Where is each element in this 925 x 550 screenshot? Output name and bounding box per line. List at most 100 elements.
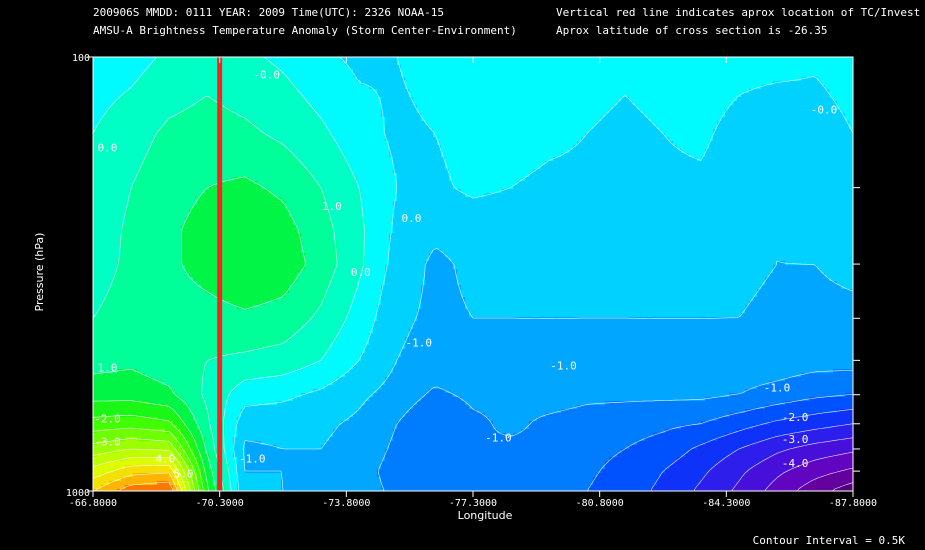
field-cell xyxy=(357,69,361,73)
field-cell xyxy=(361,89,365,93)
field-cell xyxy=(553,141,557,145)
field-cell xyxy=(617,65,621,69)
field-cell xyxy=(261,61,265,65)
field-cell xyxy=(533,81,537,85)
field-cell xyxy=(353,137,357,141)
field-cell xyxy=(621,141,625,145)
field-cell xyxy=(729,81,733,85)
field-cell xyxy=(573,121,577,125)
field-cell xyxy=(741,105,745,109)
field-cell xyxy=(285,65,289,69)
field-cell xyxy=(561,89,565,93)
field-cell xyxy=(533,121,537,125)
field-cell xyxy=(677,157,681,161)
field-cell xyxy=(729,129,733,133)
field-cell xyxy=(577,97,581,101)
field-cell xyxy=(785,145,789,149)
field-cell xyxy=(441,81,445,85)
field-cell xyxy=(289,113,293,117)
field-cell xyxy=(301,125,305,129)
field-cell xyxy=(657,85,661,89)
field-cell xyxy=(721,105,725,109)
field-cell xyxy=(361,73,365,77)
field-cell xyxy=(445,77,449,81)
field-cell xyxy=(213,109,217,113)
field-cell xyxy=(101,97,105,101)
field-cell xyxy=(849,77,853,81)
field-cell xyxy=(685,137,689,141)
field-cell xyxy=(353,153,357,157)
field-cell xyxy=(429,117,433,121)
field-cell xyxy=(625,105,629,109)
field-cell xyxy=(137,65,141,69)
field-cell xyxy=(365,109,369,113)
field-cell xyxy=(745,85,749,89)
field-cell xyxy=(521,137,525,141)
field-cell xyxy=(241,149,245,153)
field-cell xyxy=(553,89,557,93)
field-cell xyxy=(429,141,433,145)
field-cell xyxy=(465,85,469,89)
field-cell xyxy=(293,89,297,93)
field-cell xyxy=(325,61,329,65)
field-cell xyxy=(477,157,481,161)
field-cell xyxy=(793,57,797,61)
field-cell xyxy=(309,141,313,145)
field-cell xyxy=(837,157,841,161)
field-cell xyxy=(273,113,277,117)
field-cell xyxy=(685,149,689,153)
field-cell xyxy=(457,133,461,137)
field-cell xyxy=(133,113,137,117)
field-cell xyxy=(365,93,369,97)
field-cell xyxy=(213,125,217,129)
field-cell xyxy=(637,93,641,97)
field-cell xyxy=(545,77,549,81)
field-cell xyxy=(241,89,245,93)
field-cell xyxy=(761,133,765,137)
field-cell xyxy=(693,109,697,113)
field-cell xyxy=(469,57,473,61)
field-cell xyxy=(397,153,401,157)
field-cell xyxy=(541,113,545,117)
field-cell xyxy=(185,113,189,117)
field-cell xyxy=(797,85,801,89)
field-cell xyxy=(321,109,325,113)
field-cell xyxy=(437,105,441,109)
field-cell xyxy=(617,109,621,113)
field-cell xyxy=(781,69,785,73)
field-cell xyxy=(377,125,381,129)
field-cell xyxy=(633,121,637,125)
field-cell xyxy=(181,77,185,81)
field-cell xyxy=(101,81,105,85)
field-cell xyxy=(797,117,801,121)
field-cell xyxy=(461,157,465,161)
field-cell xyxy=(525,77,529,81)
field-cell xyxy=(145,141,149,145)
field-cell xyxy=(773,65,777,69)
field-cell xyxy=(829,153,833,157)
field-cell xyxy=(493,65,497,69)
field-cell xyxy=(445,81,449,85)
field-cell xyxy=(353,89,357,93)
field-cell xyxy=(205,77,209,81)
field-cell xyxy=(333,57,337,61)
field-cell xyxy=(269,153,273,157)
field-cell xyxy=(245,93,249,97)
field-cell xyxy=(585,145,589,149)
field-cell xyxy=(701,101,705,105)
field-cell xyxy=(237,157,241,161)
field-cell xyxy=(437,85,441,89)
field-cell xyxy=(625,93,629,97)
field-cell xyxy=(173,129,177,133)
field-cell xyxy=(245,117,249,121)
field-cell xyxy=(665,157,669,161)
field-cell xyxy=(605,117,609,121)
field-cell xyxy=(709,157,713,161)
field-cell xyxy=(513,93,517,97)
field-cell xyxy=(357,137,361,141)
field-cell xyxy=(537,137,541,141)
field-cell xyxy=(841,149,845,153)
field-cell xyxy=(361,109,365,113)
field-cell xyxy=(737,129,741,133)
field-cell xyxy=(265,113,269,117)
